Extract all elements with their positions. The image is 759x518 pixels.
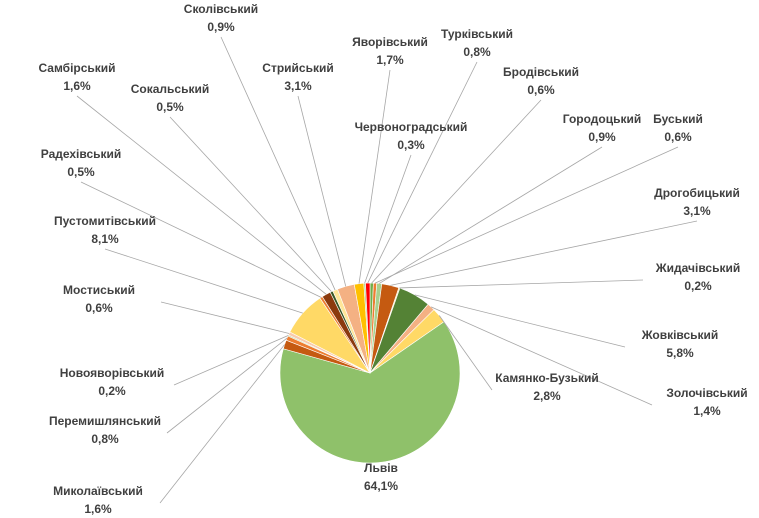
slice-19-leader-line — [297, 95, 347, 287]
slice-18-value: 0,9% — [207, 20, 235, 34]
slice-17-label: Сокальський 0,5% — [131, 82, 210, 114]
slice-7-label: Золочівський 1,4% — [666, 386, 747, 418]
slice-16-label: Самбірський 1,6% — [38, 61, 115, 93]
slice-22-label: Турківський 0,8% — [441, 27, 513, 59]
slice-17-name: Сокальський — [131, 82, 210, 96]
slice-12-name: Новояворівський — [60, 366, 165, 380]
slice-12-leader-line — [173, 335, 289, 386]
slice-9 — [279, 321, 461, 464]
slice-2-value: 0,6% — [664, 130, 692, 144]
slice-3-name: Городоцький — [563, 112, 642, 126]
slice-8-leader-line — [438, 315, 493, 391]
slice-11-name: Перемишлянський — [49, 414, 161, 428]
slice-20-label: Яворівський 1,7% — [352, 35, 428, 67]
slice-6-value: 5,8% — [666, 346, 694, 360]
slice-11-leader-line — [166, 337, 288, 434]
slice-7-value: 1,4% — [693, 404, 721, 418]
slice-21-leader-line — [364, 154, 412, 284]
slice-10-value: 1,6% — [84, 502, 112, 516]
slice-19-label: Стрийський 3,1% — [262, 61, 333, 93]
slice-15-value: 0,5% — [67, 165, 95, 179]
slice-8-label: Камянко-Бузький 2,8% — [495, 371, 599, 403]
slice-21-name: Червоноградський — [355, 120, 468, 134]
slice-2-label: Буський 0,6% — [653, 112, 703, 144]
slice-10-leader-line — [159, 344, 285, 504]
slice-18-leader-line — [220, 36, 336, 291]
slice-3-value: 0,9% — [588, 130, 616, 144]
slice-11-value: 0,8% — [91, 432, 119, 446]
slice-15-name: Радехівський — [41, 147, 122, 161]
slice-19-value: 3,1% — [284, 79, 312, 93]
slice-11-label: Перемишлянський 0,8% — [49, 414, 161, 446]
slice-1-value: 0,6% — [527, 83, 555, 97]
slice-20-name: Яворівський — [352, 35, 428, 49]
slice-8-value: 2,8% — [533, 389, 561, 403]
slice-14-label: Пустомитівський 8,1% — [54, 214, 156, 246]
slice-13-value: 0,6% — [85, 301, 113, 315]
pie-slices — [279, 282, 461, 464]
slice-labels: Бродівський 0,6% Буський 0,6% Городоцький 0,9… — [38, 2, 747, 516]
slice-21-value: 0,3% — [397, 138, 425, 152]
slice-16-name: Самбірський — [38, 61, 115, 75]
slice-5-label: Жидачівський 0,2% — [655, 261, 740, 293]
slice-3-label: Городоцький 0,9% — [563, 112, 642, 144]
slice-13-leader-line — [160, 301, 290, 334]
slice-14-name: Пустомитівський — [54, 214, 156, 228]
slice-3-leader-line — [379, 146, 603, 284]
slice-14-leader-line — [104, 248, 303, 314]
slice-12-value: 0,2% — [98, 384, 126, 398]
slice-22-name: Турківський — [441, 27, 513, 41]
slice-15-label: Радехівський 0,5% — [41, 147, 122, 179]
slice-2-leader-line — [374, 146, 679, 284]
slice-7-leader-line — [430, 306, 653, 406]
slice-18-name: Сколівський — [184, 2, 258, 16]
slice-4-name: Дрогобицький — [654, 186, 740, 200]
slice-2-name: Буський — [653, 112, 703, 126]
slice-5-value: 0,2% — [684, 279, 712, 293]
slice-8-name: Камянко-Бузький — [495, 371, 599, 385]
slice-20-leader-line — [358, 69, 391, 284]
slice-17-value: 0,5% — [156, 100, 184, 114]
slice-13-name: Мостиський — [63, 283, 135, 297]
slice-16-value: 1,6% — [63, 79, 91, 93]
slice-5-name: Жидачівський — [655, 261, 740, 275]
slice-6-name: Жовківський — [641, 328, 719, 342]
slice-17-leader-line — [169, 116, 332, 292]
slice-15-leader-line — [80, 181, 322, 298]
slice-10-label: Миколаївський 1,6% — [53, 484, 143, 516]
slice-22-leader-line — [367, 61, 478, 284]
slice-9-label: Львів 64,1% — [364, 461, 398, 493]
slice-7-name: Золочівський — [666, 386, 747, 400]
slice-18-label: Сколівський 0,9% — [184, 2, 258, 34]
slice-4-value: 3,1% — [683, 204, 711, 218]
slice-4-leader-line — [390, 220, 698, 286]
slice-13-label: Мостиський 0,6% — [63, 283, 135, 315]
slice-5-leader-line — [399, 279, 644, 289]
slice-9-name: Львів — [364, 461, 398, 475]
slice-19-name: Стрийський — [262, 61, 333, 75]
slice-9-value: 64,1% — [364, 479, 398, 493]
slice-6-leader-line — [414, 294, 626, 348]
slice-14-value: 8,1% — [91, 232, 119, 246]
leader-lines — [76, 36, 698, 504]
slice-1-leader-line — [371, 99, 542, 284]
slice-16-leader-line — [76, 95, 327, 295]
slice-6-label: Жовківський 5,8% — [641, 328, 719, 360]
slice-22-value: 0,8% — [463, 45, 491, 59]
slice-4-label: Дрогобицький 3,1% — [654, 186, 740, 218]
slice-1-name: Бродівський — [503, 65, 579, 79]
slice-10-name: Миколаївський — [53, 484, 143, 498]
slice-21-label: Червоноградський 0,3% — [355, 120, 468, 152]
slice-12-label: Новояворівський 0,2% — [60, 366, 165, 398]
slice-20-value: 1,7% — [376, 53, 404, 67]
slice-1-label: Бродівський 0,6% — [503, 65, 579, 97]
